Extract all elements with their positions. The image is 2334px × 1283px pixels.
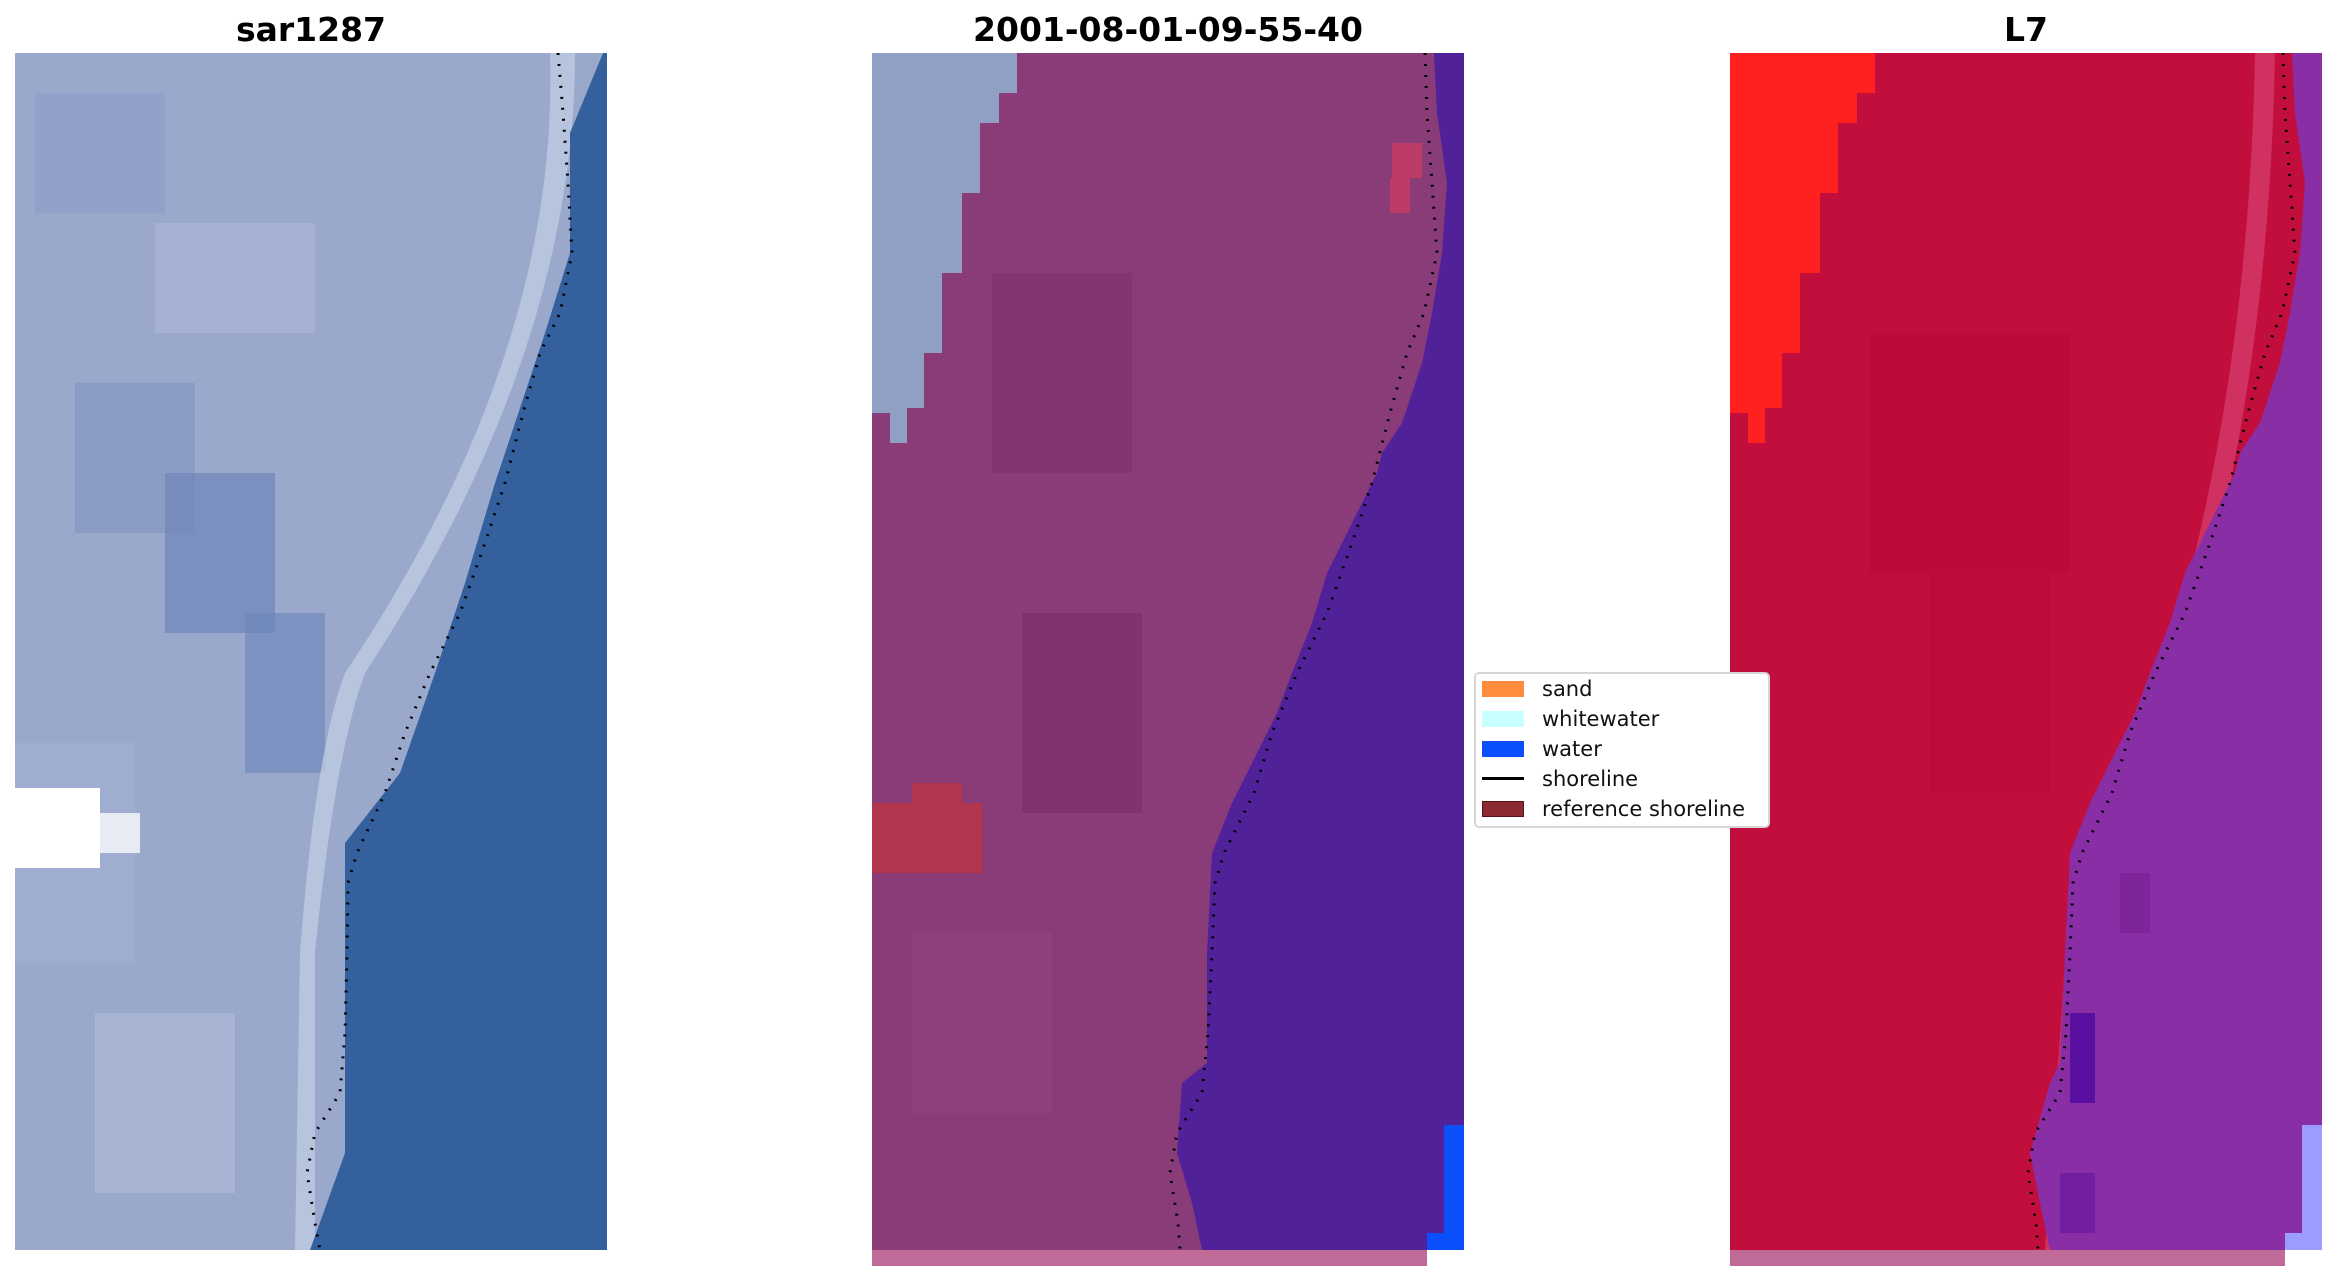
shoreline-line-swatch [1482,777,1524,780]
legend-label-reference-shoreline: reference shoreline [1542,797,1746,821]
whitewater-swatch [1482,711,1524,727]
legend-item-water: water [1476,734,1768,762]
panel-title-rgb: sar1287 [235,10,387,49]
legend-item-sand: sand [1476,674,1768,702]
legend-item-whitewater: whitewater [1476,704,1768,732]
mndwi-bottom-strip [1730,1250,2285,1266]
legend-label-whitewater: whitewater [1542,707,1660,731]
legend-label-water: water [1542,737,1602,761]
legend-label-shoreline: shoreline [1542,767,1639,791]
reference-shoreline-swatch [1482,801,1524,817]
legend-item-shoreline: shoreline [1476,764,1768,792]
legend: sand whitewater water shoreline referenc… [1474,672,1770,828]
mndwi-image-panel [1730,53,2322,1250]
legend-item-reference-shoreline: reference shoreline [1476,794,1768,822]
classified-bottom-strip [872,1250,1427,1266]
legend-label-sand: sand [1542,677,1593,701]
classified-image-panel [872,53,1464,1250]
panel-title-classified: 2001-08-01-09-55-40 [973,10,1363,49]
water-swatch [1482,741,1524,757]
rgb-image-panel [15,53,607,1250]
sand-swatch [1482,681,1524,697]
panel-title-mndwi: L7 [2004,10,2048,49]
